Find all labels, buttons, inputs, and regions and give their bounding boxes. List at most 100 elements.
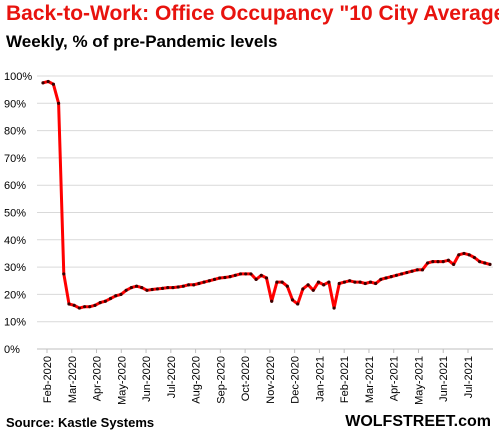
data-point <box>223 275 227 280</box>
data-point <box>103 299 107 303</box>
data-point <box>311 288 315 292</box>
data-point <box>488 262 492 266</box>
x-tick-label: Mar-2020 <box>67 356 79 403</box>
data-point <box>462 251 466 256</box>
y-tick-label: 20% <box>4 289 26 301</box>
data-point <box>114 294 118 298</box>
data-point <box>348 279 352 283</box>
data-point <box>254 277 258 281</box>
x-tick-label: Mar-2021 <box>364 356 376 403</box>
y-tick-label: 10% <box>4 317 26 329</box>
data-point <box>77 306 81 310</box>
data-point <box>410 269 414 273</box>
data-point <box>431 260 435 264</box>
data-point <box>202 280 206 284</box>
chart-title: Back-to-Work: Office Occupancy "10 City … <box>6 2 499 25</box>
data-point <box>301 287 305 291</box>
y-tick-label: 90% <box>4 98 26 110</box>
series-line <box>41 80 492 310</box>
x-tick-label: Apr-2020 <box>92 356 104 401</box>
data-point <box>316 280 321 284</box>
data-point <box>166 285 170 290</box>
data-point <box>145 288 149 292</box>
data-point <box>93 303 97 307</box>
data-point <box>197 281 201 286</box>
data-point <box>207 279 211 283</box>
data-point <box>238 272 243 276</box>
y-tick-label: 100% <box>4 71 32 83</box>
x-tick-label: Dec-2020 <box>290 356 302 404</box>
x-tick-label: Feb-2021 <box>339 356 351 403</box>
x-tick-label: Jan-2021 <box>314 356 326 402</box>
data-point <box>134 284 139 288</box>
data-point <box>67 302 71 306</box>
source-note: Source: Kastle Systems <box>6 415 155 430</box>
data-point <box>467 253 471 257</box>
data-point <box>82 305 87 309</box>
data-point <box>332 306 336 310</box>
data-point <box>457 253 461 257</box>
data-point <box>98 300 102 305</box>
data-point <box>478 260 482 264</box>
data-point <box>327 280 331 284</box>
data-point <box>275 280 279 284</box>
data-point <box>426 261 430 265</box>
data-point <box>353 280 357 284</box>
data-point <box>249 272 253 276</box>
data-point <box>264 276 269 280</box>
data-point <box>181 284 185 288</box>
data-point <box>155 287 159 291</box>
data-point <box>51 82 55 86</box>
y-tick-label: 50% <box>4 208 26 220</box>
data-point <box>259 273 263 277</box>
data-point <box>46 79 50 84</box>
data-point <box>160 286 165 290</box>
x-tick-label: May-2021 <box>413 356 425 405</box>
data-point <box>472 255 477 260</box>
x-tick-label: May-2020 <box>116 356 128 405</box>
data-point <box>374 281 378 286</box>
data-point <box>441 260 445 264</box>
y-tick-label: 30% <box>4 262 26 274</box>
data-point <box>108 296 113 301</box>
data-point <box>285 284 289 288</box>
chart-subtitle: Weekly, % of pre-Pandemic levels <box>6 32 278 51</box>
data-point <box>171 285 175 290</box>
x-tick-label: Feb-2020 <box>42 356 54 403</box>
data-point <box>176 285 180 289</box>
data-point <box>420 268 425 272</box>
data-point <box>306 283 310 287</box>
y-tick-label: 80% <box>4 126 26 138</box>
y-tick-label: 60% <box>4 180 26 192</box>
data-point <box>62 272 66 276</box>
data-point <box>270 299 274 303</box>
data-point <box>186 283 191 287</box>
data-point <box>218 276 222 280</box>
data-point <box>452 262 456 266</box>
data-point <box>296 302 300 306</box>
data-point <box>400 272 404 276</box>
brand-label: WOLFSTREET.com <box>345 413 491 430</box>
data-point <box>119 292 123 296</box>
data-point <box>244 272 248 276</box>
data-point <box>280 280 284 284</box>
y-tick-label: 40% <box>4 235 26 247</box>
y-tick-label: 70% <box>4 153 26 165</box>
data-point <box>358 280 362 284</box>
x-tick-label: Jul-2020 <box>166 356 178 398</box>
data-point <box>394 273 399 277</box>
data-point <box>405 270 409 275</box>
data-point <box>322 283 326 287</box>
data-point <box>379 277 383 281</box>
data-point <box>150 287 154 292</box>
data-point <box>337 281 341 286</box>
x-tick-label: Jul-2021 <box>463 356 475 398</box>
data-point <box>446 258 451 262</box>
x-tick-label: Jun-2021 <box>438 356 450 402</box>
data-point <box>436 260 440 264</box>
x-tick-label: Aug-2020 <box>191 356 203 404</box>
data-point <box>192 283 196 287</box>
x-tick-label: Sep-2020 <box>215 356 227 404</box>
data-point <box>228 275 232 279</box>
data-point <box>363 281 367 286</box>
